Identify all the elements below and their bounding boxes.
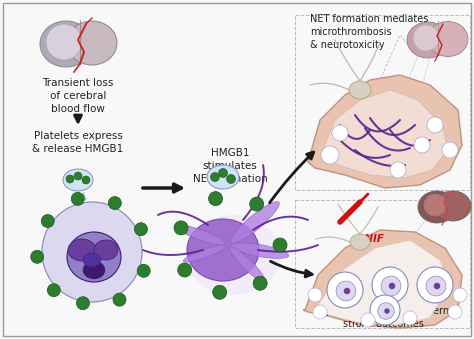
Ellipse shape <box>207 165 239 189</box>
Text: HMGB1
stimulates
NET formation: HMGB1 stimulates NET formation <box>192 148 267 184</box>
Ellipse shape <box>428 21 468 57</box>
Circle shape <box>327 272 363 308</box>
Circle shape <box>361 313 375 327</box>
Circle shape <box>178 263 191 277</box>
Circle shape <box>82 176 90 184</box>
Ellipse shape <box>40 21 92 67</box>
Circle shape <box>332 125 348 141</box>
Circle shape <box>426 276 446 296</box>
Circle shape <box>135 223 147 236</box>
Circle shape <box>71 192 84 205</box>
Ellipse shape <box>83 261 105 279</box>
Circle shape <box>424 194 446 216</box>
Circle shape <box>390 162 406 178</box>
Ellipse shape <box>68 239 96 261</box>
Ellipse shape <box>174 224 225 245</box>
Circle shape <box>273 238 287 252</box>
Circle shape <box>250 197 264 211</box>
Ellipse shape <box>350 234 370 250</box>
Circle shape <box>66 175 74 183</box>
Circle shape <box>403 311 417 325</box>
Text: Platelets express
& release HMGB1: Platelets express & release HMGB1 <box>32 131 124 154</box>
Ellipse shape <box>349 81 371 99</box>
Ellipse shape <box>229 246 265 282</box>
Circle shape <box>389 283 395 289</box>
Text: NET inhibition
improves short- & long-term
stroke outcomes: NET inhibition improves short- & long-te… <box>314 293 452 329</box>
Circle shape <box>414 137 430 153</box>
Ellipse shape <box>83 253 101 267</box>
Circle shape <box>219 168 228 178</box>
Ellipse shape <box>67 232 121 282</box>
Ellipse shape <box>187 219 259 281</box>
Circle shape <box>413 25 439 51</box>
Circle shape <box>448 305 462 319</box>
Circle shape <box>453 288 467 302</box>
Circle shape <box>137 264 150 277</box>
Circle shape <box>174 221 188 235</box>
Ellipse shape <box>418 191 456 223</box>
Ellipse shape <box>435 191 471 221</box>
Circle shape <box>321 146 339 164</box>
Polygon shape <box>303 230 462 328</box>
Ellipse shape <box>230 202 279 243</box>
Circle shape <box>434 283 440 289</box>
Circle shape <box>47 284 60 297</box>
Circle shape <box>31 250 44 263</box>
Ellipse shape <box>42 202 142 302</box>
Ellipse shape <box>67 21 117 65</box>
Circle shape <box>253 276 267 290</box>
Text: NET formation mediates
microthrombosis
& neurotoxicity: NET formation mediates microthrombosis &… <box>310 14 428 51</box>
Circle shape <box>427 117 443 133</box>
Ellipse shape <box>407 22 449 58</box>
Polygon shape <box>316 240 450 325</box>
Circle shape <box>378 303 394 319</box>
Circle shape <box>210 173 219 181</box>
Ellipse shape <box>185 215 281 295</box>
Circle shape <box>308 288 322 302</box>
Circle shape <box>109 197 121 210</box>
Circle shape <box>372 267 408 303</box>
Circle shape <box>41 215 54 227</box>
Circle shape <box>227 175 236 183</box>
Ellipse shape <box>183 245 226 262</box>
Circle shape <box>381 276 401 296</box>
FancyBboxPatch shape <box>3 3 471 336</box>
Circle shape <box>46 24 82 60</box>
Circle shape <box>313 305 327 319</box>
Ellipse shape <box>94 240 118 260</box>
Circle shape <box>370 295 400 325</box>
Circle shape <box>344 288 350 294</box>
Polygon shape <box>322 90 448 178</box>
Ellipse shape <box>63 169 93 191</box>
Circle shape <box>74 172 82 180</box>
Ellipse shape <box>231 243 289 258</box>
Text: nNIF: nNIF <box>358 234 385 244</box>
Text: Transient loss
of cerebral
blood flow: Transient loss of cerebral blood flow <box>42 78 114 114</box>
Circle shape <box>417 267 453 303</box>
Circle shape <box>76 297 90 310</box>
Circle shape <box>336 281 356 301</box>
Circle shape <box>113 293 126 306</box>
Polygon shape <box>308 75 462 188</box>
Circle shape <box>209 192 223 206</box>
Circle shape <box>213 285 227 299</box>
Circle shape <box>384 308 390 314</box>
Circle shape <box>442 142 458 158</box>
